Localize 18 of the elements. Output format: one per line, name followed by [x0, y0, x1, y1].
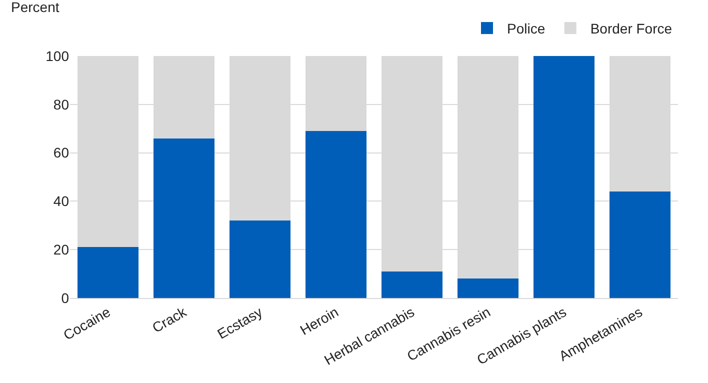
bar [154, 138, 214, 298]
legend-label: Police [507, 20, 546, 36]
x-tick-label: Crack [149, 303, 190, 336]
y-tick-label: 40 [53, 193, 70, 210]
y-axis-title: Percent [11, 0, 60, 15]
y-tick-label: 0 [61, 290, 70, 306]
bar [78, 247, 138, 298]
bar [306, 131, 366, 298]
bar [534, 56, 594, 298]
legend-label: Border Force [590, 20, 672, 36]
y-tick-label: 100 [46, 48, 70, 64]
bar [458, 278, 518, 298]
y-tick-label: 20 [53, 242, 70, 258]
bar [230, 220, 290, 298]
bar [610, 192, 670, 298]
y-tick-label: 80 [53, 96, 70, 112]
y-tick-label: 60 [53, 144, 70, 161]
bar [382, 271, 442, 298]
